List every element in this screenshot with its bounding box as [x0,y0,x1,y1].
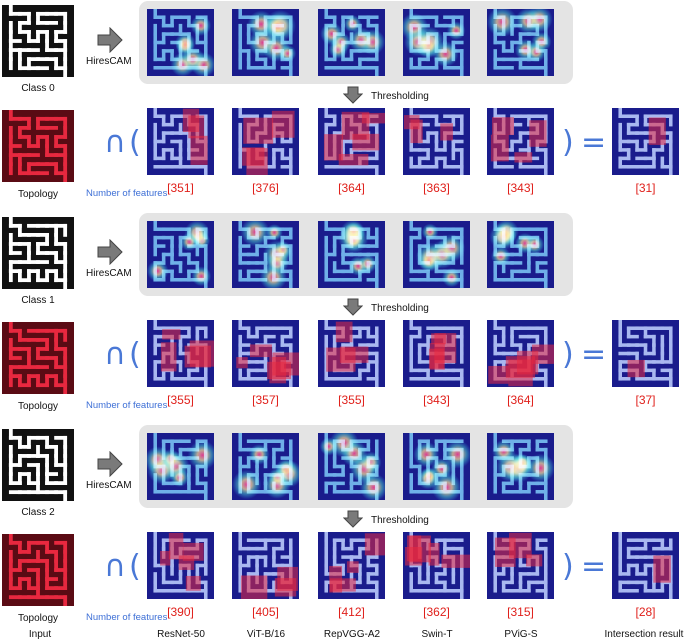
equals-symbol: = [581,125,607,160]
feature-count: [357] [252,393,279,407]
topology-label: Topology [17,401,59,412]
threshold-map-vit-b-16 [232,532,299,599]
feature-count: [362] [423,605,450,619]
intersection-symbol: ∩ [104,549,126,584]
topology-label: Topology [17,189,59,200]
cam-map-vit-b-16 [232,221,299,288]
feature-count: [343] [423,393,450,407]
thresholding-label: Thresholding [371,515,429,526]
topology-label: Topology [17,613,59,624]
intersection-symbol: ∩ [104,125,126,160]
thresholding-label: Thresholding [371,303,429,314]
feature-count: [390] [167,605,194,619]
threshold-arrow [342,86,364,109]
column-header-model: RepVGG-A2 [323,629,381,640]
number-of-features-label: Number of features [86,188,168,199]
threshold-map-repvgg-a2 [318,532,385,599]
input-maze [2,217,74,289]
feature-count: [363] [423,181,450,195]
threshold-arrow [342,510,364,533]
threshold-map-swin-t [403,320,470,387]
hirescam-label: HiresCAM [86,268,132,279]
cam-map-swin-t [403,433,470,500]
feature-count: [412] [338,605,365,619]
column-header-model: ViT-B/16 [246,629,286,640]
intersection-symbol: ∩ [104,337,126,372]
feature-count: [355] [338,393,365,407]
result-count: [37] [635,393,656,407]
equals-symbol: = [581,549,607,584]
threshold-map-vit-b-16 [232,320,299,387]
threshold-map-swin-t [403,108,470,175]
threshold-map-vit-b-16 [232,108,299,175]
intersection-result-map [612,532,679,599]
cam-map-repvgg-a2 [318,433,385,500]
feature-count: [355] [167,393,194,407]
cam-map-resnet-50 [147,221,214,288]
cam-map-pvig-s [487,9,554,76]
cam-map-pvig-s [487,433,554,500]
column-header-model: Swin-T [421,629,453,640]
threshold-map-resnet-50 [147,320,214,387]
hirescam-label: HiresCAM [86,56,132,67]
number-of-features-label: Number of features [86,612,168,623]
hirescam-arrow [97,450,123,482]
class-label: Class 2 [21,507,55,518]
hirescam-arrow [97,238,123,270]
cam-map-repvgg-a2 [318,9,385,76]
close-parenthesis: ) [562,549,574,584]
feature-count: [405] [252,605,279,619]
cam-map-swin-t [403,221,470,288]
column-header-model: ResNet-50 [157,629,205,640]
threshold-arrow [342,298,364,321]
cam-map-pvig-s [487,221,554,288]
hirescam-label: HiresCAM [86,480,132,491]
threshold-map-repvgg-a2 [318,320,385,387]
intersection-result-map [612,320,679,387]
intersection-result-map [612,108,679,175]
column-header-input: Input [28,629,52,640]
cam-map-vit-b-16 [232,9,299,76]
feature-count: [364] [507,393,534,407]
result-count: [28] [635,605,656,619]
class-label: Class 1 [21,295,55,306]
result-count: [31] [635,181,656,195]
input-maze [2,429,74,501]
column-header-model: PViG-S [504,629,538,640]
thresholding-label: Thresholding [371,91,429,102]
open-parenthesis: ( [129,549,141,584]
topology-maze [2,110,74,182]
cam-map-vit-b-16 [232,433,299,500]
cam-map-resnet-50 [147,433,214,500]
feature-count: [376] [252,181,279,195]
column-header-result: Intersection result [604,629,684,640]
feature-count: [315] [507,605,534,619]
threshold-map-pvig-s [487,532,554,599]
threshold-map-pvig-s [487,320,554,387]
class-label: Class 0 [21,83,55,94]
cam-map-swin-t [403,9,470,76]
threshold-map-pvig-s [487,108,554,175]
feature-count: [364] [338,181,365,195]
topology-maze [2,322,74,394]
threshold-map-swin-t [403,532,470,599]
equals-symbol: = [581,337,607,372]
open-parenthesis: ( [129,125,141,160]
feature-count: [343] [507,181,534,195]
input-maze [2,5,74,77]
hirescam-arrow [97,26,123,58]
close-parenthesis: ) [562,125,574,160]
open-parenthesis: ( [129,337,141,372]
feature-count: [351] [167,181,194,195]
threshold-map-repvgg-a2 [318,108,385,175]
close-parenthesis: ) [562,337,574,372]
topology-maze [2,534,74,606]
threshold-map-resnet-50 [147,532,214,599]
number-of-features-label: Number of features [86,400,168,411]
cam-map-repvgg-a2 [318,221,385,288]
threshold-map-resnet-50 [147,108,214,175]
cam-map-resnet-50 [147,9,214,76]
